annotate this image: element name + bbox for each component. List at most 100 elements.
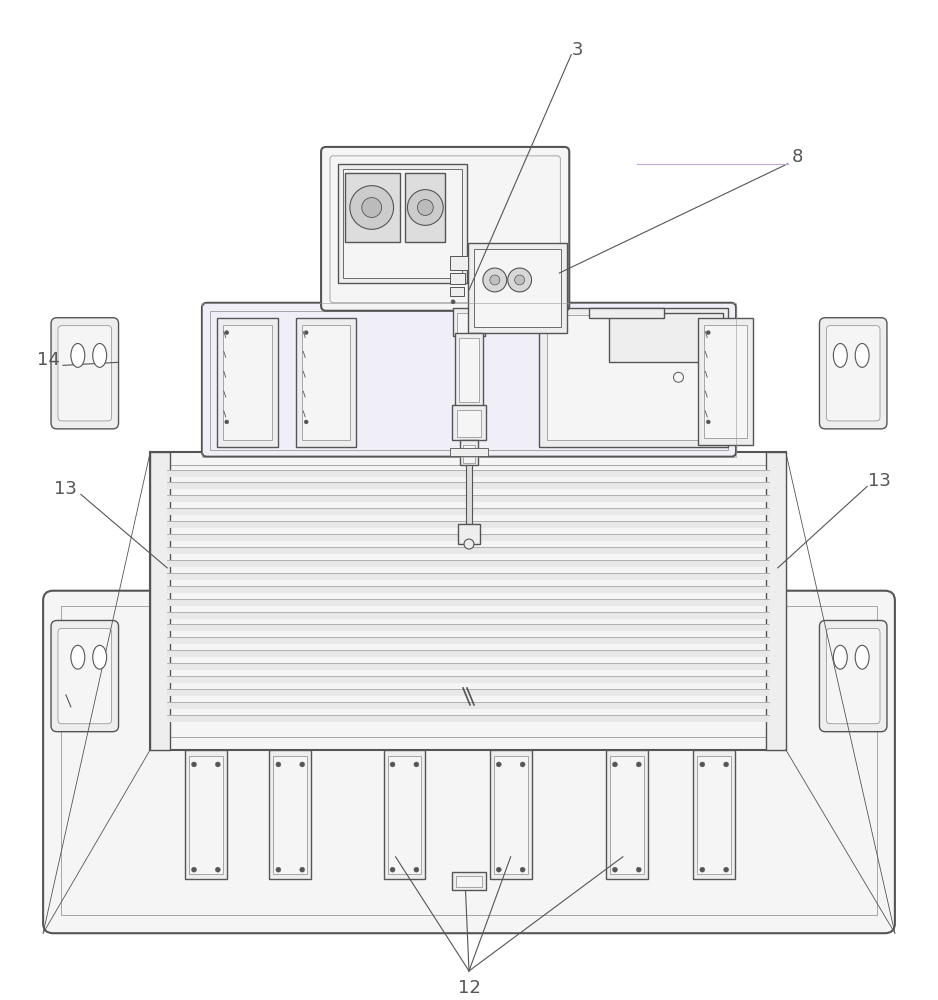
Circle shape: [507, 268, 532, 292]
Bar: [459, 338, 479, 402]
Bar: [452, 872, 486, 890]
Text: 14: 14: [37, 351, 59, 369]
Circle shape: [490, 275, 500, 285]
Bar: [466, 465, 472, 524]
Ellipse shape: [93, 645, 107, 669]
FancyBboxPatch shape: [58, 326, 112, 421]
Bar: [167, 560, 769, 567]
Circle shape: [300, 867, 305, 872]
Bar: [167, 702, 769, 709]
Circle shape: [276, 762, 280, 767]
Bar: [450, 256, 468, 270]
Circle shape: [515, 275, 524, 285]
Bar: [273, 756, 307, 874]
Bar: [765, 452, 786, 750]
Circle shape: [216, 867, 220, 872]
FancyBboxPatch shape: [820, 318, 887, 429]
FancyBboxPatch shape: [321, 147, 569, 311]
Bar: [458, 524, 480, 544]
Bar: [338, 164, 467, 283]
Ellipse shape: [833, 645, 847, 669]
Bar: [463, 445, 475, 463]
FancyBboxPatch shape: [826, 326, 880, 421]
Bar: [453, 308, 485, 336]
Ellipse shape: [855, 344, 870, 367]
Ellipse shape: [855, 645, 870, 669]
Text: 13: 13: [53, 480, 76, 498]
Ellipse shape: [93, 344, 107, 367]
Circle shape: [521, 762, 525, 767]
Bar: [164, 465, 772, 737]
Circle shape: [390, 762, 395, 767]
Bar: [167, 715, 769, 722]
Circle shape: [414, 867, 419, 872]
Bar: [345, 173, 400, 242]
Bar: [548, 315, 720, 440]
Circle shape: [496, 762, 501, 767]
Bar: [302, 325, 350, 440]
Circle shape: [300, 762, 305, 767]
Circle shape: [304, 331, 309, 335]
Circle shape: [414, 762, 419, 767]
FancyBboxPatch shape: [43, 591, 895, 933]
Circle shape: [407, 190, 443, 225]
Bar: [167, 534, 769, 541]
Bar: [450, 273, 465, 284]
Circle shape: [350, 186, 394, 229]
Circle shape: [723, 762, 729, 767]
Ellipse shape: [71, 344, 84, 367]
Bar: [167, 624, 769, 631]
Bar: [167, 573, 769, 580]
Bar: [269, 750, 311, 879]
Bar: [606, 750, 648, 879]
Circle shape: [613, 762, 617, 767]
Circle shape: [276, 867, 280, 872]
Bar: [167, 521, 769, 528]
Circle shape: [225, 420, 229, 424]
Circle shape: [225, 331, 229, 335]
Bar: [150, 452, 170, 750]
Text: 12: 12: [458, 979, 480, 997]
Circle shape: [613, 867, 617, 872]
Bar: [167, 547, 769, 554]
Bar: [384, 750, 425, 879]
Circle shape: [700, 762, 704, 767]
Bar: [610, 756, 643, 874]
Circle shape: [483, 268, 507, 292]
Ellipse shape: [71, 645, 84, 669]
Bar: [167, 637, 769, 644]
Circle shape: [636, 762, 642, 767]
FancyBboxPatch shape: [51, 318, 118, 429]
Text: 13: 13: [868, 472, 890, 490]
Bar: [474, 249, 561, 327]
Circle shape: [191, 867, 196, 872]
Circle shape: [700, 867, 704, 872]
Bar: [167, 482, 769, 489]
Bar: [589, 308, 663, 318]
Circle shape: [304, 420, 309, 424]
Circle shape: [723, 867, 729, 872]
Bar: [167, 599, 769, 606]
Bar: [210, 311, 728, 450]
Bar: [387, 756, 421, 874]
Bar: [167, 650, 769, 657]
FancyBboxPatch shape: [51, 620, 118, 732]
Bar: [693, 750, 735, 879]
Bar: [150, 452, 786, 750]
Bar: [343, 169, 462, 278]
Bar: [468, 243, 567, 333]
Bar: [185, 750, 227, 879]
FancyBboxPatch shape: [58, 628, 112, 724]
Bar: [698, 318, 753, 445]
Bar: [457, 313, 481, 333]
Bar: [704, 325, 747, 438]
Bar: [490, 750, 532, 879]
Bar: [167, 689, 769, 696]
Bar: [452, 405, 486, 440]
Bar: [167, 495, 769, 502]
Bar: [456, 876, 482, 887]
Bar: [405, 173, 446, 242]
Circle shape: [521, 867, 525, 872]
Bar: [167, 470, 769, 477]
Circle shape: [191, 762, 196, 767]
